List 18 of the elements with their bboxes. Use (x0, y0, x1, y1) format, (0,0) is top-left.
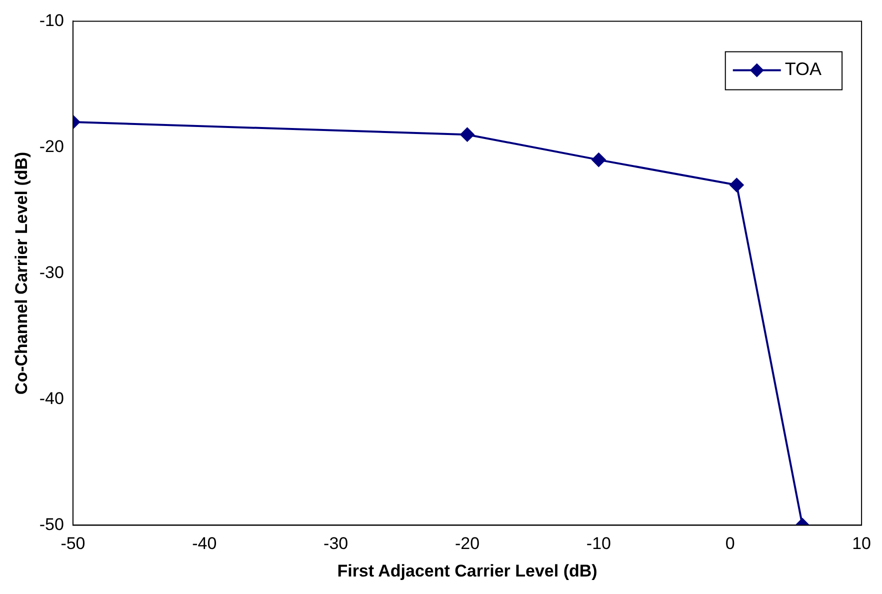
x-tick-label: -40 (192, 534, 217, 554)
y-tick-label: -40 (39, 388, 64, 408)
legend-label: TOA (784, 59, 822, 80)
x-tick-label: 0 (725, 534, 735, 554)
y-tick-label: -20 (39, 136, 64, 156)
x-tick-label: -10 (586, 534, 611, 554)
y-axis-title: Co-Channel Carrier Level (dB) (12, 152, 31, 395)
x-tick-label: -50 (60, 534, 86, 554)
y-tick-label: -30 (39, 262, 64, 282)
x-axis-title: First Adjacent Carrier Level (dB) (337, 561, 598, 580)
y-tick-label: -10 (39, 10, 64, 30)
y-tick-label: -50 (39, 514, 64, 534)
point (460, 128, 474, 142)
x-tick-label: -30 (324, 534, 348, 554)
point (730, 178, 744, 192)
point (592, 152, 606, 167)
x-tick-label: -20 (454, 534, 480, 554)
x-tick-label: 10 (852, 534, 872, 554)
